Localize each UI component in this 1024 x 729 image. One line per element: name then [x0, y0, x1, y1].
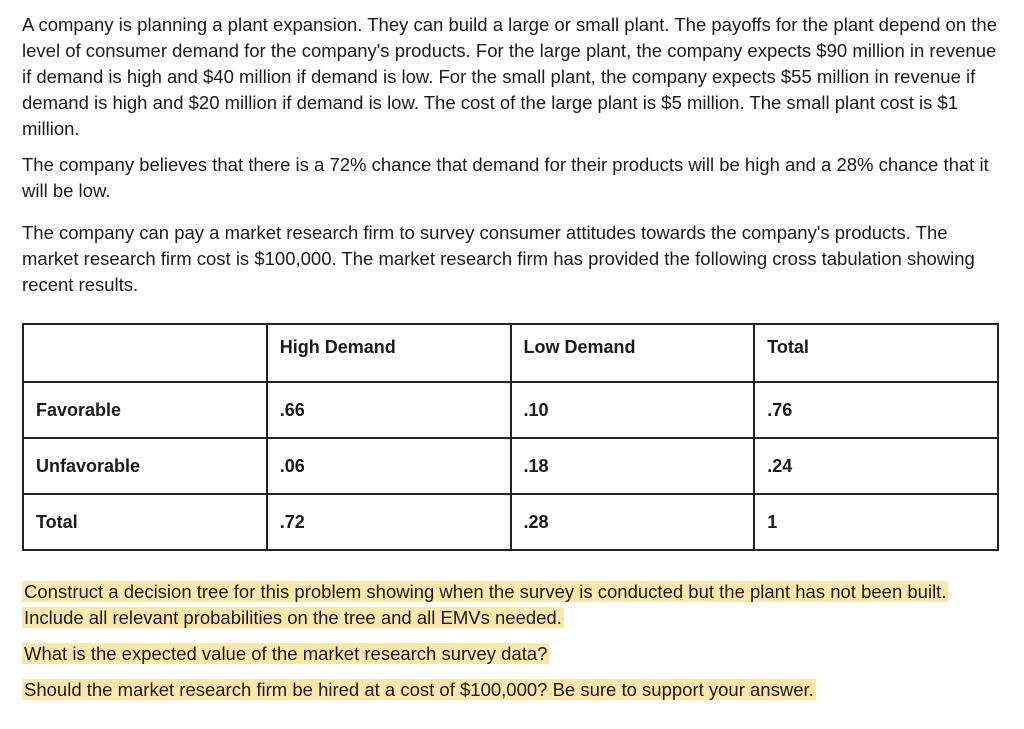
table-cell: 1 — [753, 493, 999, 551]
paragraph: The company can pay a market research fi… — [22, 222, 975, 295]
table-row: Unfavorable .06.18.24 — [22, 437, 999, 495]
table-cell: .66 — [265, 381, 512, 439]
highlight: Should the market research firm be hired… — [22, 679, 816, 700]
problem-text: A company is planning a plant expansion.… — [22, 12, 1007, 308]
table-row: Favorable .66.10.76 — [22, 381, 999, 439]
paragraph: The company believes that there is a 72%… — [22, 154, 989, 201]
table-cell: .24 — [753, 437, 999, 495]
corner-cell — [22, 323, 268, 383]
table-cell: .18 — [509, 437, 756, 495]
question: Should the market research firm be hired… — [22, 677, 982, 703]
table-cell: .06 — [265, 437, 512, 495]
table-cell: .28 — [509, 493, 756, 551]
header-cell: High Demand — [265, 323, 512, 383]
cross-tabulation: High Demand Low Demand Total Favorable .6… — [22, 323, 999, 551]
row-label: Favorable — [22, 381, 268, 439]
question: Construct a decision tree for this probl… — [22, 579, 982, 631]
table-cell: .72 — [265, 493, 512, 551]
row-label: Unfavorable — [22, 437, 268, 495]
header-row: High Demand Low Demand Total — [22, 323, 999, 383]
table-row: Total .72.28 1 — [22, 493, 999, 551]
row-label: Total — [22, 493, 268, 551]
question: What is the expected value of the market… — [22, 641, 982, 667]
highlight: Construct a decision tree for this probl… — [22, 581, 949, 628]
table-cell: .10 — [509, 381, 756, 439]
highlight: What is the expected value of the market… — [22, 643, 550, 664]
header-cell: Low Demand — [509, 323, 756, 383]
questions: Construct a decision tree for this probl… — [22, 579, 982, 713]
header-cell: Total — [753, 323, 999, 383]
paragraph: A company is planning a plant expansion.… — [22, 14, 997, 139]
table-cell: .76 — [753, 381, 999, 439]
